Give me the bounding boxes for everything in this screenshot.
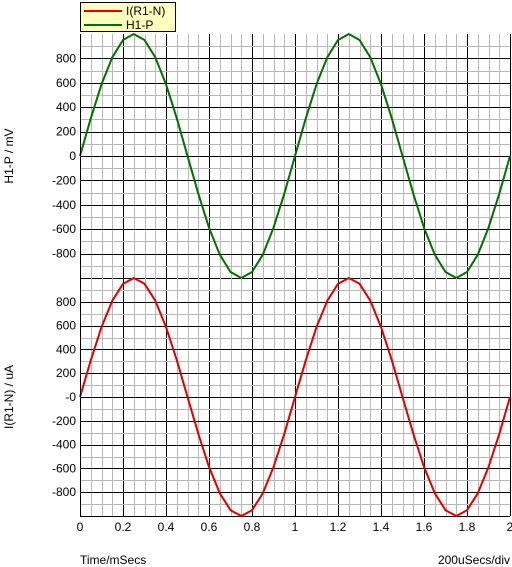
series-line bbox=[79, 277, 511, 517]
legend-item-current: I(R1-N) bbox=[81, 4, 177, 18]
y-tick-label: -0 bbox=[65, 390, 76, 404]
x-tick-label: 1 bbox=[292, 520, 299, 534]
y-tick-label: 600 bbox=[56, 319, 76, 333]
y-tick-label: 800 bbox=[56, 295, 76, 309]
y-tick-label: -200 bbox=[52, 173, 76, 187]
y-tick-label: 200 bbox=[56, 366, 76, 380]
legend-label-voltage: H1-P bbox=[126, 18, 154, 32]
x-tick-label: 2 bbox=[507, 520, 512, 534]
x-tick-label: 0.8 bbox=[244, 520, 261, 534]
y-tick-label: -800 bbox=[52, 247, 76, 261]
y-tick-label: 800 bbox=[56, 51, 76, 65]
legend: I(R1-N) H1-P bbox=[80, 2, 176, 32]
y-tick-label: -600 bbox=[52, 222, 76, 236]
time-scale-label: 200uSecs/div bbox=[437, 553, 510, 567]
x-tick-label: 0 bbox=[77, 520, 84, 534]
y-tick-label: -400 bbox=[52, 438, 76, 452]
y-axis-title: I(R1-N) / uA bbox=[2, 365, 16, 429]
legend-item-voltage: H1-P bbox=[81, 18, 177, 32]
y-tick-label: 0 bbox=[69, 149, 76, 163]
x-tick-label: 1.8 bbox=[459, 520, 476, 534]
y-tick-label: 200 bbox=[56, 125, 76, 139]
legend-swatch-current bbox=[84, 10, 122, 12]
y-tick-label: -400 bbox=[52, 198, 76, 212]
y-tick-label: -800 bbox=[52, 485, 76, 499]
y-tick-label: -200 bbox=[52, 414, 76, 428]
x-tick-label: 0.4 bbox=[158, 520, 175, 534]
series-line bbox=[79, 33, 511, 279]
y-tick-label: -600 bbox=[52, 461, 76, 475]
legend-swatch-voltage bbox=[84, 24, 122, 26]
x-tick-label: 1.6 bbox=[416, 520, 433, 534]
x-axis-title: Time/mSecs bbox=[80, 553, 147, 567]
legend-label-current: I(R1-N) bbox=[126, 4, 166, 18]
y-tick-label: 400 bbox=[56, 100, 76, 114]
x-tick-label: 0.6 bbox=[201, 520, 218, 534]
x-tick-label: 1.2 bbox=[330, 520, 347, 534]
y-tick-label: 600 bbox=[56, 76, 76, 90]
x-tick-label: 0.2 bbox=[115, 520, 132, 534]
y-axis-title: H1-P / mV bbox=[2, 128, 16, 183]
x-tick-label: 1.4 bbox=[373, 520, 390, 534]
y-tick-label: 400 bbox=[56, 342, 76, 356]
